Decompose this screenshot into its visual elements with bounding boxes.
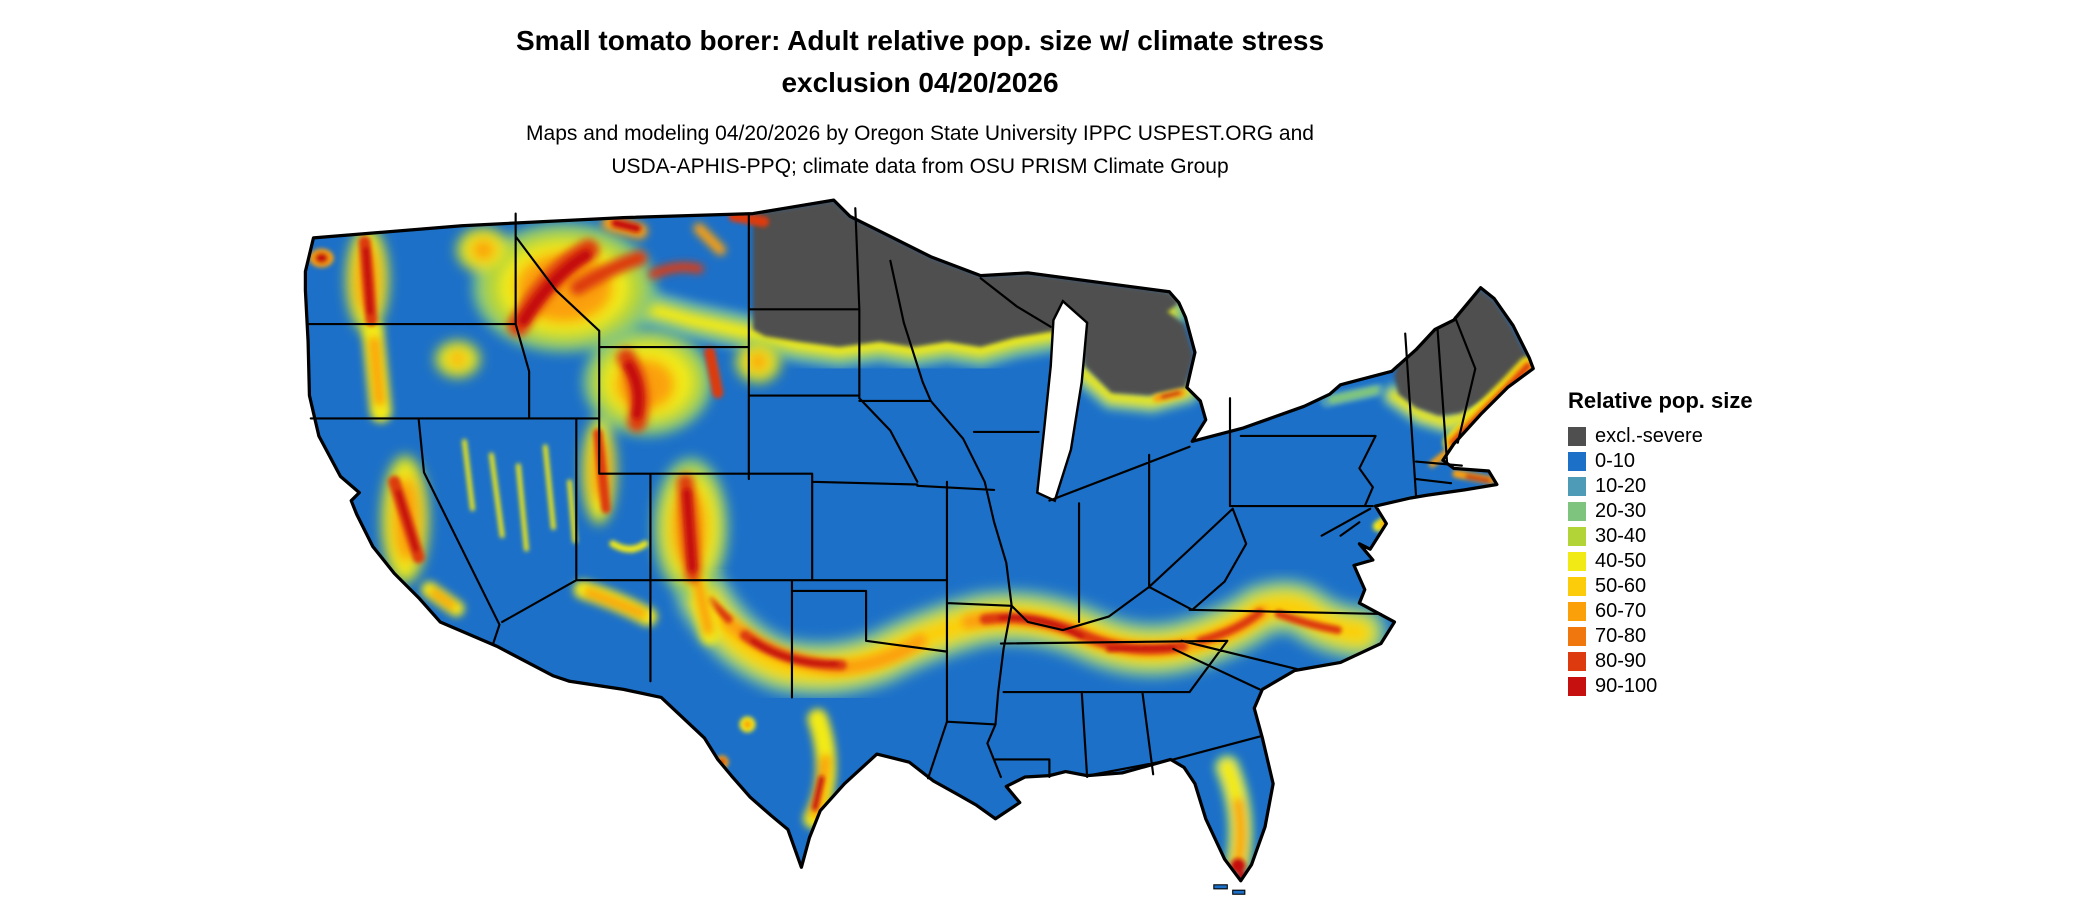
- legend-entry: 70-80: [1568, 624, 1753, 649]
- legend-entries: excl.-severe 0-10 10-20 20-30 30-40 40-50 50-6…: [1568, 424, 1753, 699]
- map-subtitle-line2: USDA-APHIS-PPQ; climate data from OSU PR…: [611, 154, 1229, 178]
- legend-swatch: [1568, 427, 1586, 446]
- legend-entry-label: 80-90: [1595, 650, 1647, 672]
- legend-entry-label: 20-30: [1595, 500, 1647, 522]
- map-title-line2: exclusion 04/20/2026: [781, 67, 1059, 98]
- legend-entry-label: 50-60: [1595, 575, 1647, 597]
- legend-entry-label: 60-70: [1595, 600, 1647, 622]
- legend-title: Relative pop. size: [1568, 388, 1753, 413]
- legend-swatch: [1568, 677, 1586, 696]
- legend-entry: 10-20: [1568, 474, 1753, 499]
- legend-entry-label: 0-10: [1595, 450, 1636, 472]
- legend-entry: 90-100: [1568, 674, 1753, 699]
- legend-swatch: [1568, 652, 1586, 671]
- legend-entry: 0-10: [1568, 449, 1753, 474]
- legend-swatch: [1568, 552, 1586, 571]
- legend-swatch: [1568, 577, 1586, 596]
- florida-keys: [1213, 884, 1246, 895]
- legend-swatch: [1568, 527, 1586, 546]
- legend-entry: excl.-severe: [1568, 424, 1753, 449]
- legend-swatch: [1568, 627, 1586, 646]
- legend-swatch: [1568, 502, 1586, 521]
- legend-entry: 20-30: [1568, 499, 1753, 524]
- legend-entry-label: 30-40: [1595, 525, 1647, 547]
- legend-entry-label: 10-20: [1595, 475, 1647, 497]
- legend-entry: 80-90: [1568, 649, 1753, 674]
- legend-entry: 50-60: [1568, 574, 1753, 599]
- legend-swatch: [1568, 477, 1586, 496]
- map-header: Small tomato borer: Adult relative pop. …: [320, 20, 1520, 183]
- legend-swatch: [1568, 452, 1586, 471]
- map-title: Small tomato borer: Adult relative pop. …: [320, 20, 1520, 104]
- legend-entry-label: 40-50: [1595, 550, 1647, 572]
- legend-entry-label: 90-100: [1595, 675, 1658, 697]
- legend: Relative pop. size excl.-severe 0-10 10-20…: [1568, 388, 1753, 699]
- state-borders: [307, 207, 1477, 780]
- map-subtitle-line1: Maps and modeling 04/20/2026 by Oregon S…: [526, 122, 1314, 145]
- legend-swatch: [1568, 602, 1586, 621]
- map-fill-layers: [305, 200, 1534, 881]
- legend-entry-label: 70-80: [1595, 625, 1647, 647]
- map-subtitle: Maps and modeling 04/20/2026 by Oregon S…: [320, 118, 1520, 183]
- us-pest-map: [300, 196, 1540, 897]
- legend-entry: 60-70: [1568, 599, 1753, 624]
- legend-entry-label: excl.-severe: [1595, 425, 1703, 447]
- us-pest-map-canvas: [303, 198, 1535, 895]
- legend-entry: 30-40: [1568, 524, 1753, 549]
- map-title-line1: Small tomato borer: Adult relative pop. …: [515, 25, 1325, 56]
- lake-michigan: [1035, 299, 1089, 503]
- legend-entry: 40-50: [1568, 549, 1753, 574]
